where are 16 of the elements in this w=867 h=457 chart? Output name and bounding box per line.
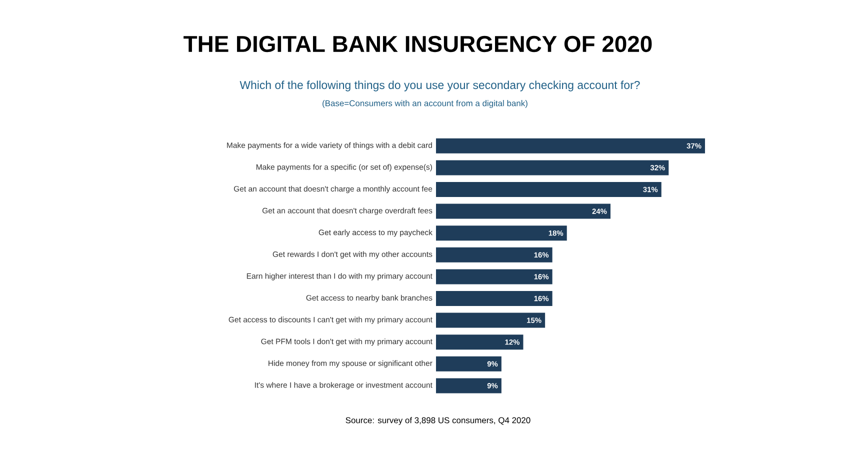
chart-subtitle: Which of the following things do you use your secondary checking account for? — [240, 80, 640, 92]
bar — [436, 138, 706, 154]
bar — [436, 226, 567, 241]
bar — [436, 356, 502, 372]
bar — [436, 160, 669, 176]
bar — [436, 291, 552, 306]
chart-title: THE DIGITAL BANK INSURGENCY OF 2020 — [184, 36, 652, 52]
bar — [436, 182, 662, 197]
bar — [436, 247, 552, 262]
text: (Base=Consumers with an account from a digital bank) — [322, 100, 528, 108]
bar — [436, 334, 524, 350]
bar — [436, 312, 546, 328]
bar — [436, 204, 610, 219]
bar — [436, 378, 502, 394]
bar — [436, 269, 552, 284]
source-note: Source: survey of 3,898 US consumers, Q4 2020 — [346, 417, 530, 425]
